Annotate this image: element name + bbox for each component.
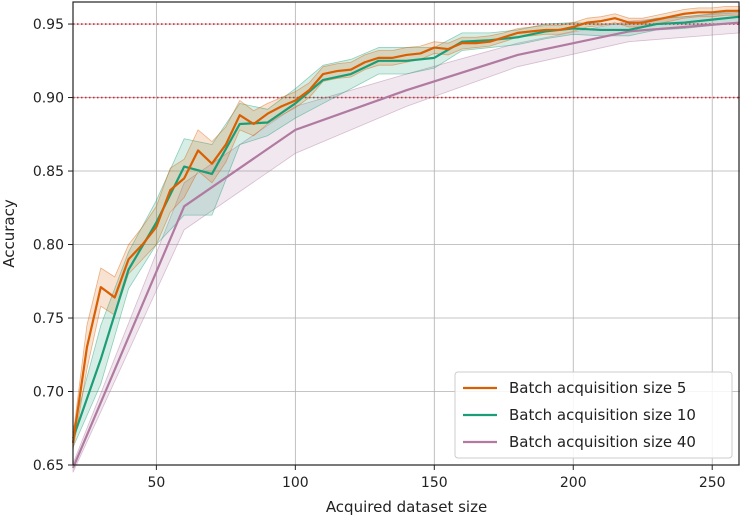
- x-tick-label-1: 100: [282, 475, 309, 491]
- y-tick-label-6: 0.95: [33, 17, 64, 33]
- y-tick-label-0: 0.65: [33, 458, 64, 474]
- y-tick-label-5: 0.90: [33, 91, 64, 107]
- legend: Batch acquisition size 5 Batch acquisiti…: [454, 371, 733, 459]
- y-axis-label: Accuracy: [0, 199, 18, 268]
- series-lines: [71, 9, 740, 469]
- legend-box: [454, 371, 733, 459]
- y-tick-label-4: 0.85: [33, 164, 64, 180]
- band-series-2: [72, 11, 740, 473]
- legend-label-batch-5: Batch acquisition size 5: [509, 379, 686, 397]
- plot-frame: [72, 1, 740, 466]
- x-axis-ticks: 50 100 150 200 250: [147, 465, 726, 491]
- legend-label-batch-10: Batch acquisition size 10: [509, 406, 696, 424]
- y-axis-ticks: 0.65 0.70 0.75 0.80 0.85 0.90 0.95: [33, 17, 73, 474]
- x-axis-label: Acquired dataset size: [326, 498, 487, 516]
- legend-label-batch-40: Batch acquisition size 40: [509, 433, 696, 451]
- line-series-1: [71, 15, 740, 439]
- band-series-1: [72, 10, 740, 448]
- x-tick-label-3: 200: [560, 475, 587, 491]
- x-tick-label-2: 150: [421, 475, 448, 491]
- line-series-0: [71, 9, 740, 444]
- y-tick-label-3: 0.80: [33, 238, 64, 254]
- x-tick-label-4: 250: [699, 475, 726, 491]
- reference-lines: [73, 23, 740, 99]
- y-tick-label-1: 0.70: [33, 385, 64, 401]
- y-tick-label-2: 0.75: [33, 311, 64, 327]
- line-series-2: [71, 21, 740, 469]
- x-tick-label-0: 50: [147, 475, 165, 491]
